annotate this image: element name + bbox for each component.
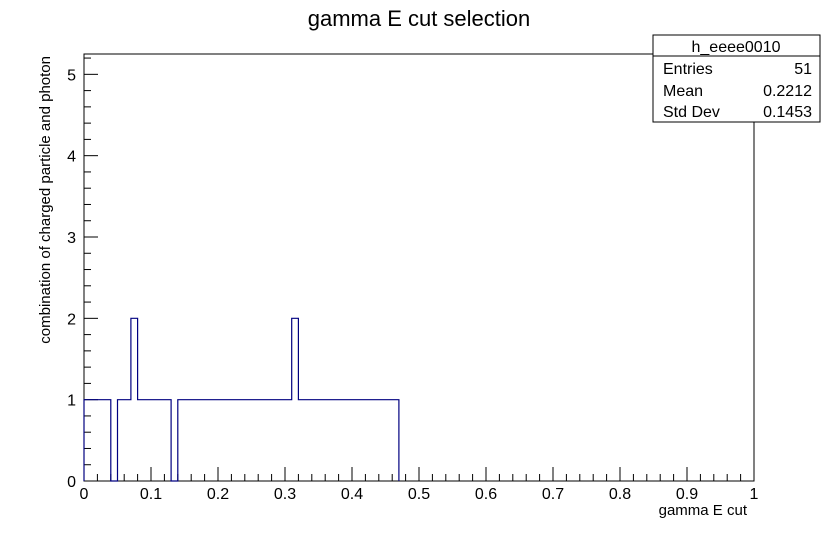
y-axis: 0 1 2 3 4 5 bbox=[67, 57, 98, 491]
x-tick-label: 0.9 bbox=[676, 486, 698, 503]
y-tick-label: 1 bbox=[67, 393, 76, 410]
x-tick-label: 0.1 bbox=[140, 486, 162, 503]
y-tick-label: 2 bbox=[67, 311, 76, 328]
stats-stddev-label: Std Dev bbox=[663, 104, 720, 121]
y-tick-label: 5 bbox=[67, 67, 76, 84]
x-tick-label: 0.2 bbox=[207, 486, 229, 503]
y-tick-label: 3 bbox=[67, 230, 76, 247]
y-tick-label: 4 bbox=[67, 149, 76, 166]
stats-box: h_eeee0010 Entries 51 Mean 0.2212 Std De… bbox=[652, 34, 821, 123]
stats-entries-label: Entries bbox=[663, 61, 713, 78]
x-tick-label: 1 bbox=[750, 486, 759, 503]
y-tick-label: 0 bbox=[67, 474, 76, 491]
stats-mean-value: 0.2212 bbox=[763, 83, 812, 100]
chart-title: gamma E cut selection bbox=[308, 6, 531, 31]
stats-stddev-value: 0.1453 bbox=[763, 104, 812, 121]
stats-mean-label: Mean bbox=[663, 83, 703, 100]
x-tick-label: 0.3 bbox=[274, 486, 296, 503]
y-axis-label: combination of charged particle and phot… bbox=[37, 56, 54, 344]
histogram-line bbox=[83, 317, 400, 482]
x-tick-label: 0.5 bbox=[408, 486, 430, 503]
stats-entries-value: 51 bbox=[794, 61, 812, 78]
x-tick-label: 0.4 bbox=[341, 486, 363, 503]
x-axis: 0 0.1 0.2 0.3 0.4 0.5 0.6 0.7 0.8 0.9 1 bbox=[80, 467, 759, 503]
stats-histogram-name: h_eeee0010 bbox=[692, 39, 781, 56]
stats-box-frame bbox=[652, 34, 821, 123]
x-tick-label: 0.6 bbox=[475, 486, 497, 503]
x-tick-label: 0.7 bbox=[542, 486, 564, 503]
x-tick-label: 0.8 bbox=[609, 486, 631, 503]
x-tick-label: 0 bbox=[80, 486, 89, 503]
x-axis-label: gamma E cut bbox=[659, 502, 748, 519]
